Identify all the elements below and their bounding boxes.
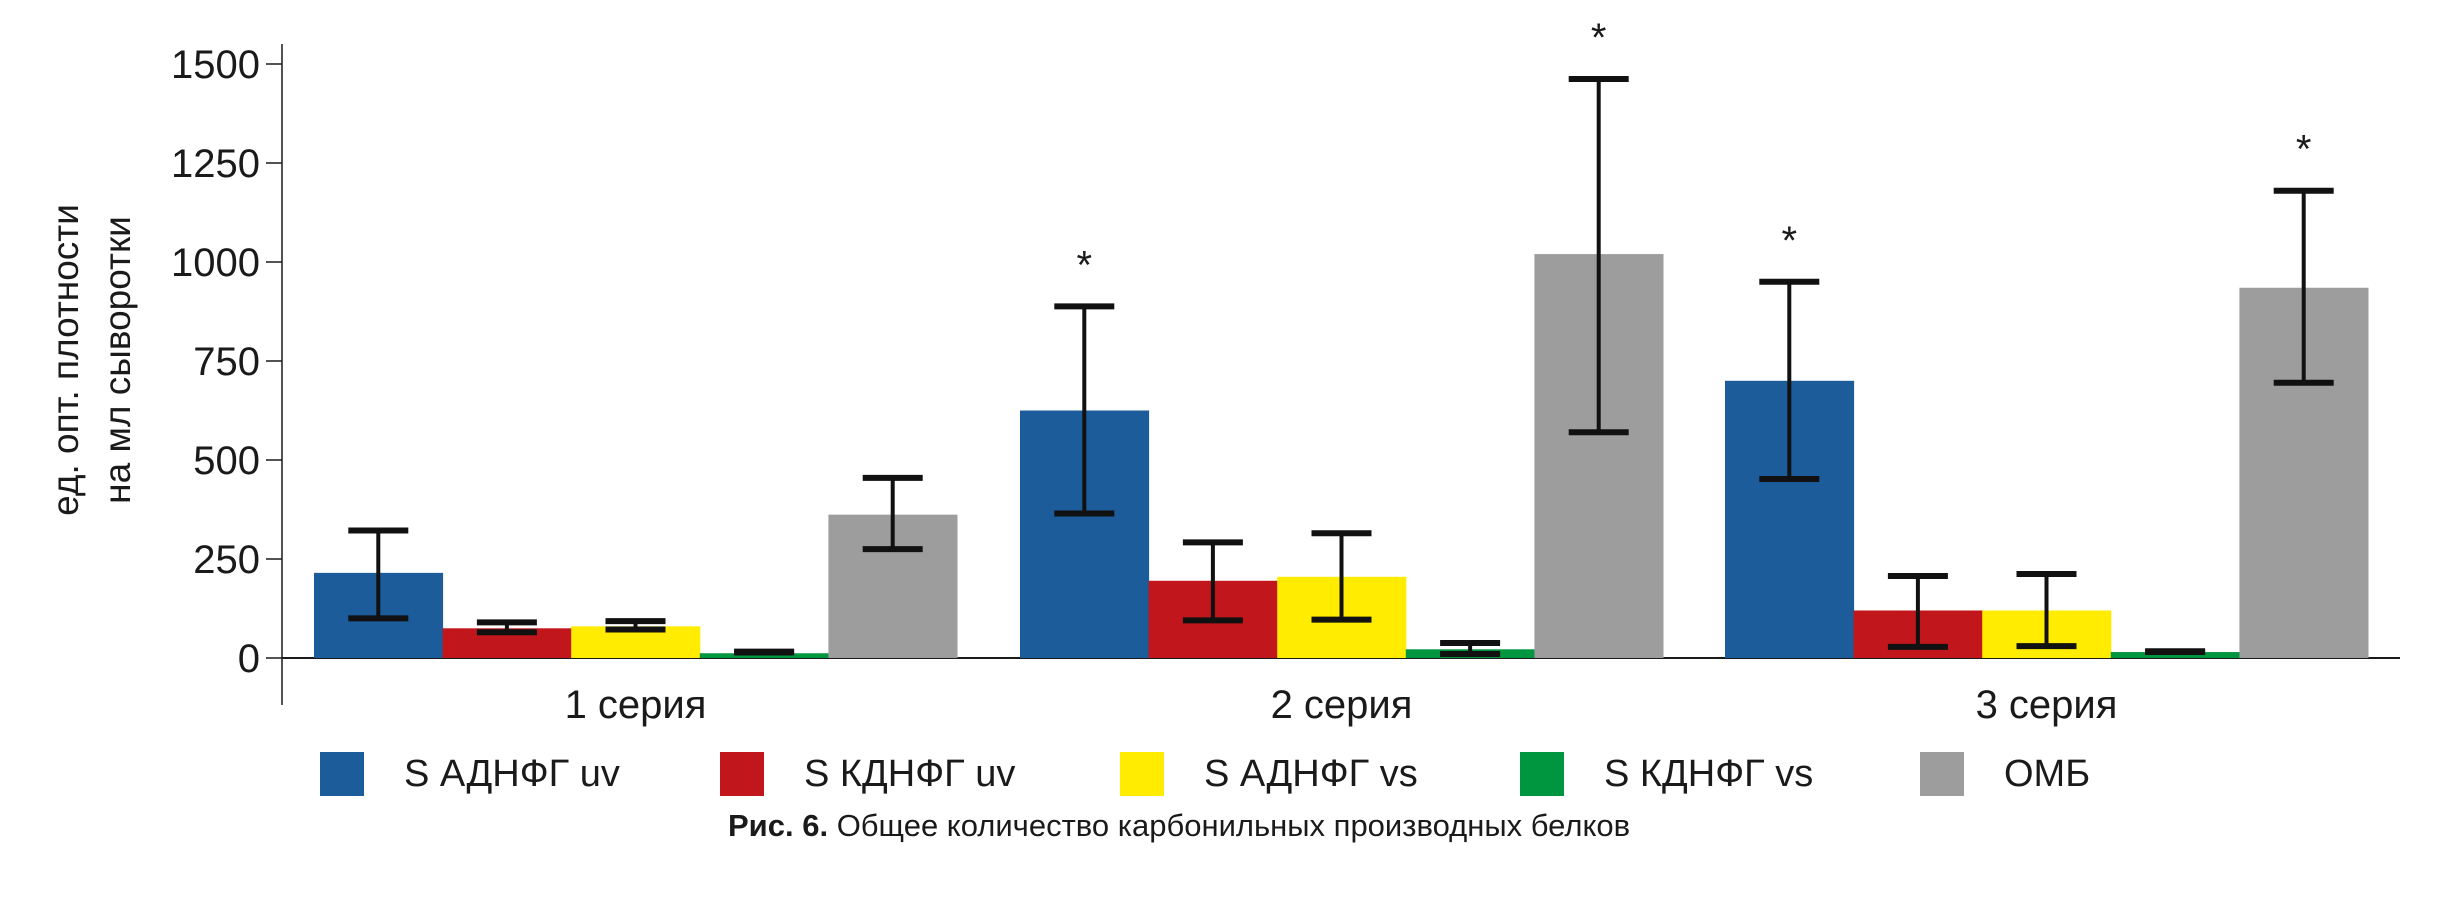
legend-swatch [1520,752,1564,796]
y-tick-label: 250 [193,538,260,582]
y-tick-label: 0 [238,637,260,681]
significance-marker: * [2296,128,2312,172]
y-tick-label: 1250 [171,142,260,186]
legend-swatch [1120,752,1164,796]
y-tick-label: 1500 [171,43,260,87]
caption-label: Рис. 6. [728,808,829,843]
y-tick-label: 1000 [171,241,260,285]
figure-caption: Рис. 6. Общее количество карбонильных пр… [728,808,1630,844]
legend: S АДНФГ uv S КДНФГ uv S АДНФГ vs S КДНФГ vs… [320,752,2320,796]
x-category-label: 1 серия [565,683,707,727]
legend-item: S КДНФГ vs [1520,752,1920,796]
bar-chart: 0 250 500 750 1000 1250 1500 ед. опт. плотности… [45,16,2400,727]
legend-swatch [720,752,764,796]
x-category-label: 3 серия [1976,683,2118,727]
x-category-label: 2 серия [1271,683,1413,727]
significance-marker: * [1077,243,1093,287]
y-tick-label: 750 [193,340,260,384]
legend-label: S АДНФГ vs [1204,752,1418,795]
significance-marker: * [1591,16,1607,60]
y-axis-label: на мл сыворотки [97,216,138,504]
legend-label: ОМБ [2004,752,2091,795]
y-axis-label: ед. опт. плотности [45,204,86,516]
legend-item: ОМБ [1920,752,2320,796]
y-tick-label: 500 [193,439,260,483]
legend-item: S АДНФГ uv [320,752,720,796]
bar [699,653,829,658]
significance-marker: * [1782,219,1798,263]
legend-label: S АДНФГ uv [404,752,620,795]
legend-item: S КДНФГ uv [720,752,1120,796]
caption-text: Общее количество карбонильных производны… [836,808,1631,843]
legend-swatch [1920,752,1964,796]
legend-swatch [320,752,364,796]
legend-item: S АДНФГ vs [1120,752,1520,796]
legend-label: S КДНФГ vs [1604,752,1814,795]
legend-label: S КДНФГ uv [804,752,1016,795]
